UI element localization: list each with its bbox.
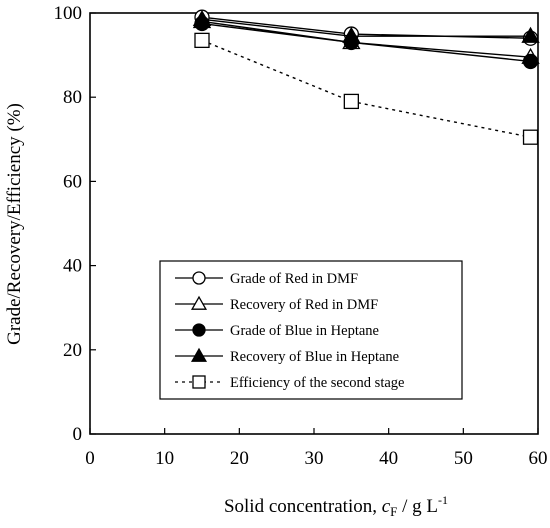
axes: 0 10 20 30 40 50 60 0 20 40 60 80 100 [54,3,548,469]
y-tick-label: 60 [63,171,82,192]
series-line [201,20,531,58]
x-tick-label: 0 [85,448,95,469]
x-tick-label: 60 [529,448,548,469]
legend-label: Recovery of Blue in Heptane [230,349,399,365]
y-tick-label: 80 [63,87,82,108]
data-point [343,93,359,110]
legend-label: Recovery of Red in DMF [230,297,378,313]
x-tick-label: 40 [379,448,398,469]
legend-label: Grade of Red in DMF [230,271,358,287]
series-efficiency-of-the-second-stage [194,32,539,145]
data-point [522,53,539,70]
legend-marker [192,375,206,389]
legend-marker [190,347,208,362]
series-grade-of-blue-in-heptane [194,15,539,70]
legend-marker [190,295,208,310]
y-axis-title: Grade/Recovery/Efficiency (%) [4,103,25,345]
data-point [522,129,539,145]
y-tick-label: 20 [63,340,82,361]
legend-item-recovery-of-blue-in-heptane: Recovery of Blue in Heptane [175,347,399,365]
series-line [201,39,531,138]
legend-label: Efficiency of the second stage [230,375,404,391]
data-point [194,32,210,49]
legend-item-grade-of-blue-in-heptane: Grade of Blue in Heptane [175,323,379,339]
data-point [194,15,210,32]
x-axis-title: Solid concentration, cF / g L-1 [224,493,448,519]
x-tick-label: 50 [454,448,473,469]
data-point [521,26,540,43]
y-tick-label: 100 [54,3,83,24]
series-line [201,22,531,63]
legend: Grade of Red in DMF Recovery of Red in DM… [159,260,463,400]
y-tick-label: 40 [63,256,82,277]
data-point [343,34,359,51]
legend-item-recovery-of-red-in-dmf: Recovery of Red in DMF [175,295,378,313]
y-tick-label: 0 [73,424,83,445]
x-tick-label: 20 [230,448,249,469]
legend-label: Grade of Blue in Heptane [230,323,379,339]
x-tick-label: 30 [305,448,324,469]
legend-item-efficiency-of-the-second-stage: Efficiency of the second stage [175,375,404,391]
x-tick-label: 10 [155,448,174,469]
series-layer [192,9,540,145]
legend-marker [192,271,206,285]
series-recovery-of-red-in-dmf [192,12,540,64]
legend-marker [192,323,206,337]
legend-item-grade-of-red-in-dmf: Grade of Red in DMF [175,271,358,287]
